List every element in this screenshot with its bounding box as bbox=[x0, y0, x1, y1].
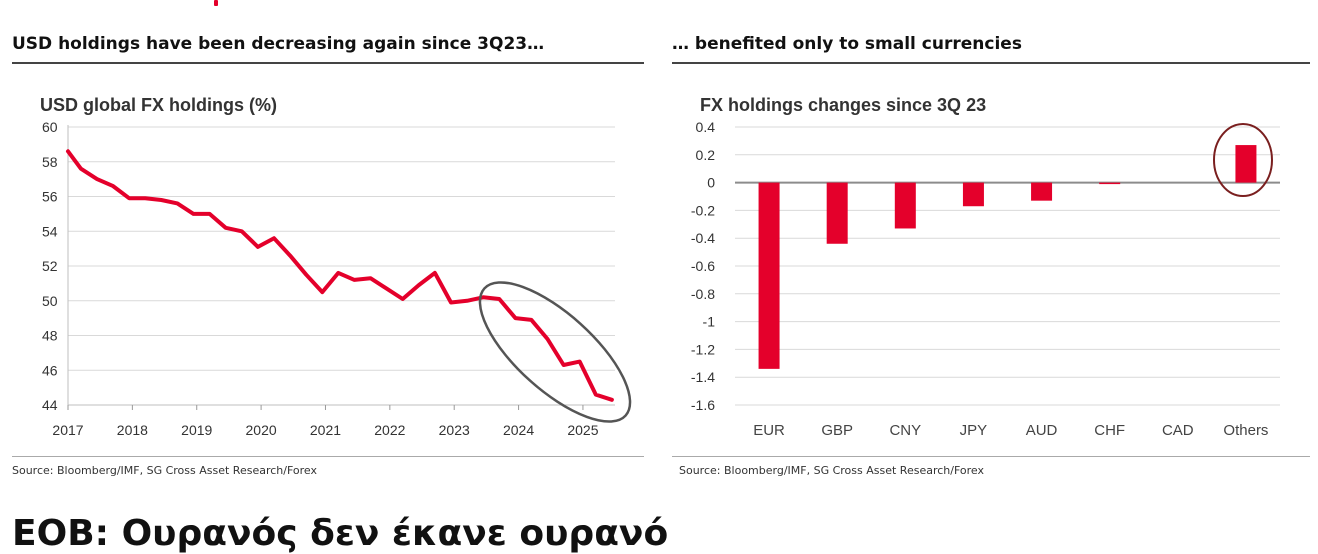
usd-share-line bbox=[66, 149, 614, 402]
bar-y-tick-label: -0.2 bbox=[691, 202, 715, 218]
bar-chf bbox=[1099, 182, 1121, 185]
line-data-point bbox=[529, 318, 533, 322]
line-y-tick-label: 48 bbox=[42, 328, 58, 344]
line-y-tick-label: 58 bbox=[42, 154, 58, 170]
line-y-tick-label: 46 bbox=[42, 362, 58, 378]
bar-category-label: JPY bbox=[960, 422, 988, 439]
line-data-point bbox=[513, 316, 517, 320]
line-data-point bbox=[610, 398, 614, 402]
line-data-point bbox=[127, 196, 131, 200]
bar-category-label: AUD bbox=[1026, 422, 1058, 439]
bar-y-tick-label: 0.4 bbox=[696, 119, 716, 135]
line-data-point bbox=[449, 300, 453, 304]
line-data-point bbox=[385, 287, 389, 291]
bar-aud bbox=[1031, 182, 1053, 201]
line-data-point bbox=[417, 283, 421, 287]
bar-y-tick-label: -0.4 bbox=[691, 230, 715, 246]
bar-category-label: CNY bbox=[889, 422, 921, 439]
line-data-point bbox=[336, 271, 340, 275]
line-data-point bbox=[369, 276, 373, 280]
bar-y-tick-label: -1.4 bbox=[691, 369, 715, 385]
right-source-text: Source: Bloomberg/IMF, SG Cross Asset Re… bbox=[679, 464, 984, 477]
line-data-point bbox=[143, 196, 147, 200]
right-source-rule bbox=[672, 456, 1310, 457]
line-x-tick-label: 2022 bbox=[374, 422, 405, 438]
bar-category-label: GBP bbox=[821, 422, 853, 439]
line-data-point bbox=[594, 393, 598, 397]
line-data-point bbox=[288, 254, 292, 258]
line-data-point bbox=[159, 198, 163, 202]
bar-jpy bbox=[962, 182, 984, 207]
line-data-point bbox=[481, 295, 485, 299]
line-x-tick-label: 2020 bbox=[246, 422, 277, 438]
others-highlight-circle bbox=[1213, 123, 1273, 197]
line-y-tick-label: 54 bbox=[42, 223, 58, 239]
article-headline: EOB: Ουρανός δεν έκανε ουρανό bbox=[12, 513, 669, 554]
line-x-tick-label: 2019 bbox=[181, 422, 212, 438]
bar-y-tick-label: -0.6 bbox=[691, 258, 715, 274]
bar-y-tick-label: 0 bbox=[707, 175, 715, 191]
line-x-tick-label: 2017 bbox=[52, 422, 83, 438]
right-heading-rule bbox=[672, 62, 1310, 64]
bar-category-label: EUR bbox=[753, 422, 785, 439]
line-y-tick-label: 56 bbox=[42, 189, 58, 205]
usd-holdings-line-chart: USD global FX holdings (%) 60 58 56 54 52 50 4… bbox=[40, 95, 632, 438]
line-y-tick-label: 44 bbox=[42, 397, 58, 413]
line-x-tick-label: 2021 bbox=[310, 422, 341, 438]
bar-y-tick-label: -1.2 bbox=[691, 341, 715, 357]
left-panel-heading: USD holdings have been decreasing again … bbox=[12, 34, 545, 54]
line-x-tick-label: 2023 bbox=[439, 422, 470, 438]
line-chart-title: USD global FX holdings (%) bbox=[40, 95, 277, 115]
bar-category-label: CAD bbox=[1162, 422, 1194, 439]
line-data-point bbox=[272, 236, 276, 240]
line-data-point bbox=[224, 226, 228, 230]
line-data-point bbox=[304, 273, 308, 277]
line-y-tick-label: 60 bbox=[42, 119, 58, 135]
line-data-point bbox=[208, 212, 212, 216]
bar-eur bbox=[758, 182, 780, 369]
line-data-point bbox=[192, 212, 196, 216]
left-heading-rule bbox=[12, 62, 644, 64]
line-data-point bbox=[465, 299, 469, 303]
line-data-point bbox=[95, 177, 99, 181]
line-data-point bbox=[240, 229, 244, 233]
line-data-point bbox=[66, 149, 70, 153]
line-data-point bbox=[401, 297, 405, 301]
line-data-point bbox=[352, 278, 356, 282]
line-y-tick-label: 50 bbox=[42, 293, 58, 309]
line-x-tick-label: 2025 bbox=[567, 422, 598, 438]
bar-category-label: Others bbox=[1223, 422, 1268, 439]
bar-category-label: CHF bbox=[1094, 422, 1125, 439]
line-data-point bbox=[111, 184, 115, 188]
bar-y-tick-label: 0.2 bbox=[696, 147, 716, 163]
line-data-point bbox=[256, 245, 260, 249]
line-data-point bbox=[562, 363, 566, 367]
bar-others bbox=[1235, 145, 1257, 183]
line-data-point bbox=[497, 297, 501, 301]
bar-y-tick-label: -1 bbox=[703, 314, 716, 330]
bar-chart-title: FX holdings changes since 3Q 23 bbox=[700, 95, 986, 115]
fx-changes-bar-chart: FX holdings changes since 3Q 23 0.4 0.2 0 -… bbox=[691, 95, 1280, 439]
line-data-point bbox=[175, 201, 179, 205]
red-marker-dot bbox=[214, 0, 218, 6]
bar-gbp bbox=[826, 182, 848, 244]
line-data-point bbox=[578, 360, 582, 364]
line-y-tick-label: 52 bbox=[42, 258, 58, 274]
decline-highlight-circle bbox=[478, 281, 632, 423]
line-x-tick-label: 2018 bbox=[117, 422, 148, 438]
line-data-point bbox=[320, 290, 324, 294]
bar-y-tick-label: -1.6 bbox=[691, 397, 715, 413]
left-source-text: Source: Bloomberg/IMF, SG Cross Asset Re… bbox=[12, 464, 317, 477]
bar-y-tick-label: -0.8 bbox=[691, 286, 715, 302]
line-data-point bbox=[79, 167, 83, 171]
line-data-point bbox=[546, 337, 550, 341]
bar-cny bbox=[894, 182, 916, 229]
line-data-point bbox=[433, 271, 437, 275]
left-source-rule bbox=[12, 456, 644, 457]
line-x-tick-label: 2024 bbox=[503, 422, 534, 438]
right-panel-heading: … benefited only to small currencies bbox=[672, 34, 1022, 54]
